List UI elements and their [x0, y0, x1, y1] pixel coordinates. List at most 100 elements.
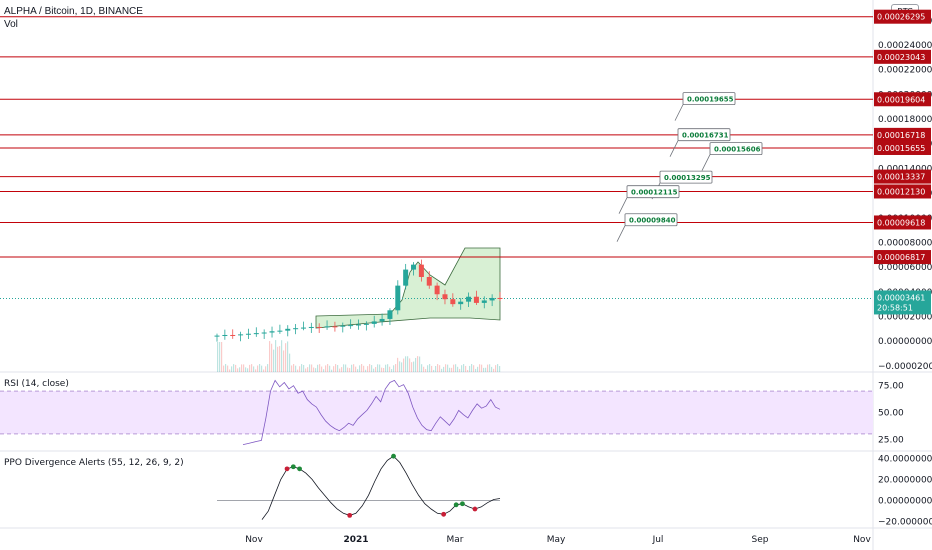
volume-bar [255, 369, 257, 372]
volume-bar [459, 368, 461, 372]
ppo-divergence-marker [391, 453, 396, 459]
volume-bar [487, 364, 489, 372]
date-tick: Mar [447, 535, 464, 545]
price-tick: −0.00002000 [878, 362, 932, 372]
level-price-label: 0.00006817 [877, 253, 925, 262]
volume-bar [279, 346, 281, 372]
volume-bar [253, 366, 255, 372]
volume-bar [359, 365, 361, 372]
price-tick: 0.00006000 [878, 263, 932, 273]
ppo-divergence-marker [441, 511, 447, 517]
volume-bar [369, 364, 371, 372]
rsi-band [0, 391, 873, 434]
volume-bar [419, 356, 421, 372]
volume-bar [361, 364, 363, 372]
volume-bar [303, 364, 305, 372]
level-price-badge [874, 169, 931, 184]
price-tick: 0.00018000 [878, 115, 932, 125]
volume-bar [367, 366, 369, 372]
candle-body [450, 299, 456, 305]
ppo-tick: 20.00000000 [878, 475, 932, 485]
volume-bar [277, 346, 279, 372]
date-tick: May [547, 535, 566, 545]
level-price-label: 0.00026295 [877, 13, 925, 22]
symbol-title[interactable]: ALPHA / Bitcoin, 1D, BINANCE [4, 6, 143, 17]
volume-bar [495, 365, 497, 372]
ppo-divergence-marker [290, 464, 296, 470]
volume-bar [243, 364, 245, 372]
volume-bar [263, 369, 265, 372]
volume-bar [395, 364, 397, 372]
volume-bar [409, 358, 411, 372]
date-tick: Nov [245, 535, 263, 545]
level-price-badge [874, 9, 931, 24]
volume-bar [337, 365, 339, 372]
volume-label[interactable]: Vol [4, 19, 18, 30]
volume-bar [265, 366, 267, 372]
volume-bar [251, 364, 253, 372]
volume-bar [321, 366, 323, 372]
ppo-divergence-marker [347, 512, 353, 518]
volume-bar [309, 364, 311, 372]
price-tick: 0.00022000 [878, 66, 932, 76]
volume-bar [425, 368, 427, 372]
level-price-badge [874, 250, 931, 265]
volume-bar [381, 367, 383, 372]
volume-bar [351, 364, 353, 372]
level-price-badge [874, 127, 931, 142]
volume-bar [431, 365, 433, 372]
price-tick: 0.00024000 [878, 41, 932, 51]
rsi-tick: 50.00 [878, 409, 904, 419]
volume-bar [423, 366, 425, 372]
date-tick: Nov [853, 535, 871, 545]
volume-bar [355, 366, 357, 372]
volume-bar [399, 361, 401, 372]
volume-bar [281, 340, 283, 372]
volume-bar [353, 364, 355, 372]
date-tick: Sep [752, 535, 769, 545]
volume-bar [371, 365, 373, 372]
volume-bar [341, 367, 343, 372]
candle-body [230, 334, 236, 336]
volume-bar [415, 357, 417, 372]
volume-bar [229, 369, 231, 372]
ppo-divergence-marker [453, 502, 459, 508]
volume-bar [385, 364, 387, 372]
target-callout-label: 0.00019655 [687, 96, 734, 104]
target-callout-box [659, 170, 713, 184]
volume-bar [311, 364, 313, 372]
level-price-badge [874, 92, 931, 107]
countdown-label: 20:58:51 [877, 303, 913, 312]
volume-bar [373, 368, 375, 372]
ppo-line [261, 455, 501, 520]
current-price-badge [874, 290, 931, 315]
candle-body [489, 297, 495, 301]
volume-bar [249, 364, 251, 372]
rsi-title: RSI (14, close) [4, 379, 69, 389]
volume-bar [451, 367, 453, 372]
level-price-label: 0.00023043 [877, 53, 925, 62]
level-price-label: 0.00015655 [877, 144, 925, 153]
volume-bar [449, 367, 451, 372]
volume-bar [283, 350, 285, 372]
volume-bar [343, 364, 345, 372]
volume-bar [467, 369, 469, 372]
volume-bar [473, 365, 475, 372]
volume-bar [387, 364, 389, 372]
target-callout-label: 0.00016731 [682, 132, 729, 140]
volume-bar [245, 367, 247, 372]
ppo-tick: 40.00000000 [878, 454, 932, 464]
candle-body [253, 333, 259, 335]
volume-bar [485, 367, 487, 372]
volume-bar [223, 365, 225, 372]
price-tick: 0.00000000 [878, 337, 932, 347]
candle-body [371, 321, 377, 324]
volume-bar [447, 364, 449, 372]
target-callout-pointer [618, 197, 628, 214]
volume-bar [413, 361, 415, 372]
volume-bar [461, 365, 463, 372]
volume-bar [407, 356, 409, 372]
volume-bar [231, 366, 233, 372]
volume-bar [329, 365, 331, 372]
